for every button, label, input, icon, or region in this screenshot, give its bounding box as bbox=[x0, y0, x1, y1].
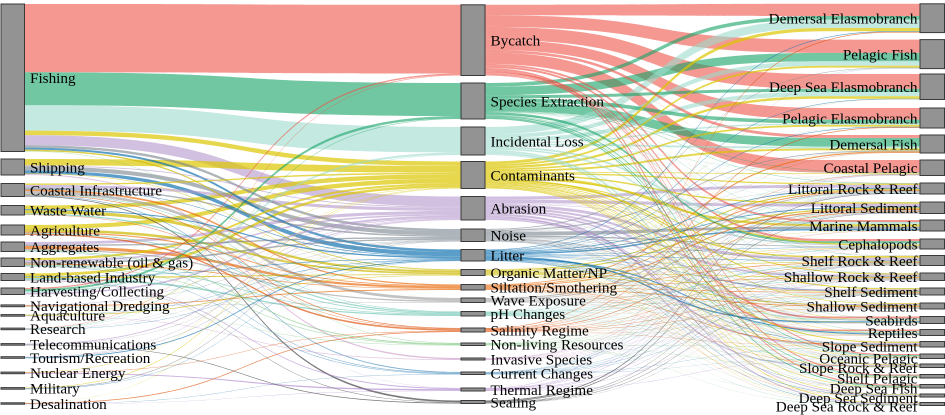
svg-text:Marine Mammals: Marine Mammals bbox=[809, 218, 917, 235]
svg-text:pH Changes: pH Changes bbox=[491, 306, 566, 323]
svg-text:Coastal Infrastructure: Coastal Infrastructure bbox=[30, 182, 162, 199]
svg-text:Shallow Sediment: Shallow Sediment bbox=[807, 298, 919, 315]
svg-text:Shelf Pelagic: Shelf Pelagic bbox=[837, 371, 918, 388]
svg-text:Deep Sea Sediment: Deep Sea Sediment bbox=[799, 390, 919, 407]
svg-text:Aggregates: Aggregates bbox=[30, 239, 99, 256]
svg-text:Reptiles: Reptiles bbox=[868, 325, 918, 342]
svg-text:Abrasion: Abrasion bbox=[491, 201, 547, 218]
svg-text:Invasive Species: Invasive Species bbox=[491, 351, 593, 368]
svg-text:Thermal Regime: Thermal Regime bbox=[491, 382, 594, 399]
svg-text:Littoral Sediment: Littoral Sediment bbox=[811, 200, 918, 217]
svg-text:Fishing: Fishing bbox=[30, 70, 76, 87]
svg-text:Shallow Rock & Reef: Shallow Rock & Reef bbox=[784, 269, 919, 286]
svg-text:Coastal Pelagic: Coastal Pelagic bbox=[823, 160, 917, 177]
svg-text:Non-living Resources: Non-living Resources bbox=[491, 337, 624, 354]
svg-text:Military: Military bbox=[30, 381, 80, 398]
svg-text:Demersal Fish: Demersal Fish bbox=[829, 136, 918, 153]
svg-text:Cephalopods: Cephalopods bbox=[838, 236, 917, 253]
svg-text:Demersal Elasmobranch: Demersal Elasmobranch bbox=[769, 11, 918, 28]
svg-text:Telecommunications: Telecommunications bbox=[30, 337, 156, 354]
svg-text:Species Extraction: Species Extraction bbox=[491, 93, 605, 110]
svg-text:Sealing: Sealing bbox=[491, 394, 537, 411]
svg-text:Current Changes: Current Changes bbox=[491, 366, 594, 383]
svg-text:Siltation/Smothering: Siltation/Smothering bbox=[491, 280, 618, 297]
svg-text:Oceanic Pelagic: Oceanic Pelagic bbox=[819, 351, 918, 368]
svg-text:Organic Matter/NP: Organic Matter/NP bbox=[491, 265, 608, 282]
svg-text:Littoral Rock & Reef: Littoral Rock & Reef bbox=[788, 181, 918, 198]
svg-text:Shipping: Shipping bbox=[30, 159, 85, 176]
svg-text:Pelagic Elasmobranch: Pelagic Elasmobranch bbox=[782, 110, 918, 127]
svg-text:Aquaculture: Aquaculture bbox=[30, 308, 105, 325]
svg-text:Non-renewable (oil & gas): Non-renewable (oil & gas) bbox=[30, 255, 193, 272]
svg-text:Deep Sea Elasmobranch: Deep Sea Elasmobranch bbox=[769, 79, 918, 96]
svg-text:Incidental Loss: Incidental Loss bbox=[491, 133, 584, 150]
svg-text:Slope Sediment: Slope Sediment bbox=[822, 339, 919, 356]
svg-text:Wave Exposure: Wave Exposure bbox=[491, 293, 587, 310]
svg-text:Deep Sea Fish: Deep Sea Fish bbox=[830, 381, 918, 398]
svg-text:Desalination: Desalination bbox=[30, 396, 107, 413]
svg-text:Shelf Rock & Reef: Shelf Rock & Reef bbox=[802, 253, 919, 270]
svg-text:Agriculture: Agriculture bbox=[30, 222, 100, 239]
svg-text:Litter: Litter bbox=[491, 248, 525, 265]
svg-text:Contaminants: Contaminants bbox=[491, 167, 575, 184]
svg-text:Seabirds: Seabirds bbox=[865, 312, 917, 329]
svg-text:Land-based Industry: Land-based Industry bbox=[30, 269, 156, 286]
svg-text:Bycatch: Bycatch bbox=[491, 32, 541, 49]
svg-text:Waste Water: Waste Water bbox=[30, 203, 106, 220]
svg-text:Nuclear Energy: Nuclear Energy bbox=[30, 365, 126, 382]
svg-text:Salinity Regime: Salinity Regime bbox=[491, 322, 590, 339]
svg-text:Research: Research bbox=[30, 321, 86, 338]
svg-text:Deep Sea Rock & Reef: Deep Sea Rock & Reef bbox=[776, 398, 919, 415]
svg-text:Noise: Noise bbox=[491, 228, 527, 245]
svg-text:Harvesting/Collecting: Harvesting/Collecting bbox=[30, 284, 165, 301]
svg-text:Slope Rock & Reef: Slope Rock & Reef bbox=[799, 360, 918, 377]
svg-text:Pelagic Fish: Pelagic Fish bbox=[843, 46, 918, 63]
svg-text:Navigational Dredging: Navigational Dredging bbox=[30, 298, 170, 315]
svg-text:Tourism/Recreation: Tourism/Recreation bbox=[30, 350, 151, 367]
svg-text:Shelf Sediment: Shelf Sediment bbox=[824, 284, 918, 301]
